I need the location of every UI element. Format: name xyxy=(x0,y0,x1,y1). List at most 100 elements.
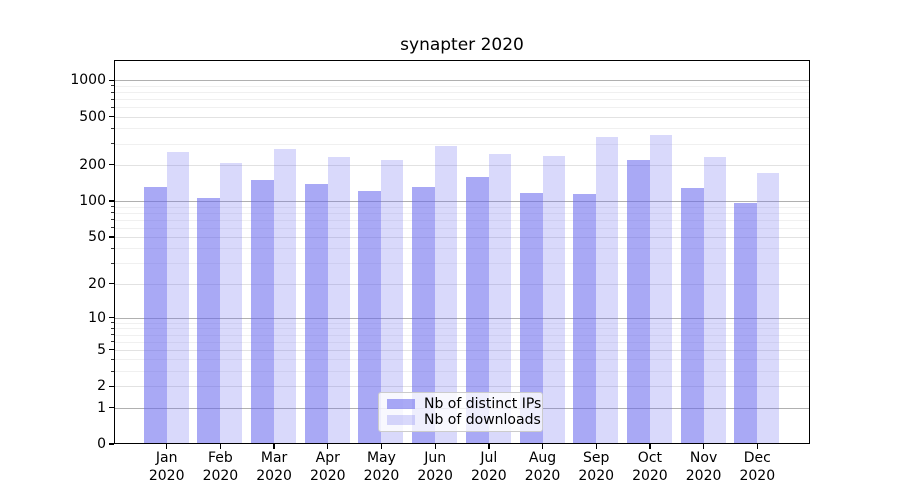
y-tick-mark xyxy=(109,164,114,166)
bar-distinct-ips-jul xyxy=(465,177,489,444)
x-tick-mark xyxy=(166,444,168,449)
bar-distinct-ips-nov xyxy=(680,188,704,444)
x-tick-month: Feb xyxy=(207,450,233,466)
bar-downloads-apr xyxy=(327,157,350,444)
x-tick-label: Apr 2020 xyxy=(296,450,360,485)
gridline xyxy=(114,164,810,166)
minor-gridline xyxy=(114,263,810,265)
minor-gridline xyxy=(114,328,810,330)
y-tick-label: 100 xyxy=(79,193,106,210)
x-tick-year: 2020 xyxy=(148,467,185,484)
x-tick-label: Dec 2020 xyxy=(725,450,789,485)
x-tick-label: May 2020 xyxy=(349,450,413,485)
plot-area xyxy=(114,60,810,444)
y-tick-label: 500 xyxy=(79,108,106,125)
x-tick-label: Oct 2020 xyxy=(618,450,682,485)
minor-gridline xyxy=(114,107,810,109)
x-tick-label: Jul 2020 xyxy=(457,450,521,485)
x-tick-month: Oct xyxy=(637,450,663,466)
y-minor-tick-mark xyxy=(111,85,114,87)
y-minor-tick-mark xyxy=(111,219,114,221)
bar-distinct-ips-mar xyxy=(251,179,275,444)
x-tick-mark xyxy=(595,444,597,449)
minor-gridline xyxy=(114,371,810,372)
y-minor-tick-mark xyxy=(111,127,114,129)
minor-gridline xyxy=(114,85,810,87)
minor-gridline xyxy=(114,212,810,214)
y-minor-tick-mark xyxy=(111,262,114,264)
y-minor-tick-mark xyxy=(111,227,114,229)
y-tick-label: 50 xyxy=(88,228,106,245)
legend-label-distinct-ips: Nb of distinct IPs xyxy=(424,396,542,412)
gridline xyxy=(114,386,810,388)
x-tick-year: 2020 xyxy=(471,467,507,484)
legend-item-downloads: Nb of downloads xyxy=(387,412,541,428)
y-minor-tick-mark xyxy=(111,334,114,336)
x-tick-label: Jun 2020 xyxy=(403,450,467,485)
x-tick-month: Sep xyxy=(583,450,610,466)
minor-gridline xyxy=(114,248,810,250)
bar-distinct-ips-sep xyxy=(573,193,597,444)
minor-gridline xyxy=(114,341,810,343)
bar-distinct-ips-feb xyxy=(197,198,221,444)
legend-swatch-distinct-ips-icon xyxy=(387,399,415,409)
bar-distinct-ips-aug xyxy=(519,192,543,444)
y-tick-mark xyxy=(109,283,114,285)
legend: Nb of distinct IPs Nb of downloads xyxy=(378,392,543,432)
x-tick-year: 2020 xyxy=(739,467,776,484)
x-tick-month: Dec xyxy=(743,450,771,466)
x-tick-month: Aug xyxy=(528,450,557,466)
minor-gridline xyxy=(114,322,810,324)
legend-swatch-downloads-icon xyxy=(387,415,415,425)
y-minor-tick-mark xyxy=(111,322,114,324)
y-tick-mark xyxy=(109,349,114,351)
bar-distinct-ips-may xyxy=(358,190,382,444)
y-minor-tick-mark xyxy=(111,143,114,145)
y-tick-label: 1000 xyxy=(70,72,106,89)
x-tick-month: Nov xyxy=(689,450,718,466)
x-tick-mark xyxy=(703,444,705,449)
y-tick-label: 200 xyxy=(79,156,106,173)
gridline xyxy=(114,283,810,285)
bar-downloads-oct xyxy=(649,135,672,444)
x-tick-month: May xyxy=(366,450,396,466)
bar-downloads-may xyxy=(381,160,404,444)
gridline xyxy=(114,116,810,118)
x-tick-year: 2020 xyxy=(256,467,292,484)
minor-gridline xyxy=(114,359,810,361)
x-tick-year: 2020 xyxy=(524,467,561,484)
y-minor-tick-mark xyxy=(111,91,114,93)
x-tick-mark xyxy=(488,444,490,449)
y-tick-mark xyxy=(109,385,114,387)
y-tick-mark xyxy=(109,236,114,238)
minor-gridline xyxy=(114,227,810,229)
y-minor-tick-mark xyxy=(111,247,114,249)
x-tick-mark xyxy=(273,444,275,449)
x-tick-label: Sep 2020 xyxy=(564,450,628,485)
y-tick-mark xyxy=(109,116,114,118)
x-tick-label: Nov 2020 xyxy=(672,450,736,485)
minor-gridline xyxy=(114,99,810,101)
x-tick-month: Jun xyxy=(424,450,447,466)
minor-gridline xyxy=(114,143,810,145)
decade-gridline xyxy=(114,80,810,82)
y-minor-tick-mark xyxy=(111,212,114,214)
x-tick-mark xyxy=(327,444,329,449)
bar-distinct-ips-apr xyxy=(304,183,328,444)
x-tick-mark xyxy=(434,444,436,449)
x-tick-month: Jan xyxy=(155,450,178,466)
y-tick-mark xyxy=(109,317,114,319)
minor-gridline xyxy=(114,206,810,208)
x-tick-mark xyxy=(380,444,383,449)
x-tick-month: Apr xyxy=(315,450,340,466)
gridline xyxy=(114,349,810,351)
x-tick-label: Aug 2020 xyxy=(511,450,575,485)
x-tick-year: 2020 xyxy=(202,467,239,484)
legend-item-distinct-ips: Nb of distinct IPs xyxy=(387,396,541,412)
y-tick-mark xyxy=(109,443,114,445)
x-tick-year: 2020 xyxy=(363,467,400,484)
x-tick-label: Mar 2020 xyxy=(242,450,306,485)
minor-gridline xyxy=(114,334,810,336)
y-tick-label: 2 xyxy=(97,378,106,395)
